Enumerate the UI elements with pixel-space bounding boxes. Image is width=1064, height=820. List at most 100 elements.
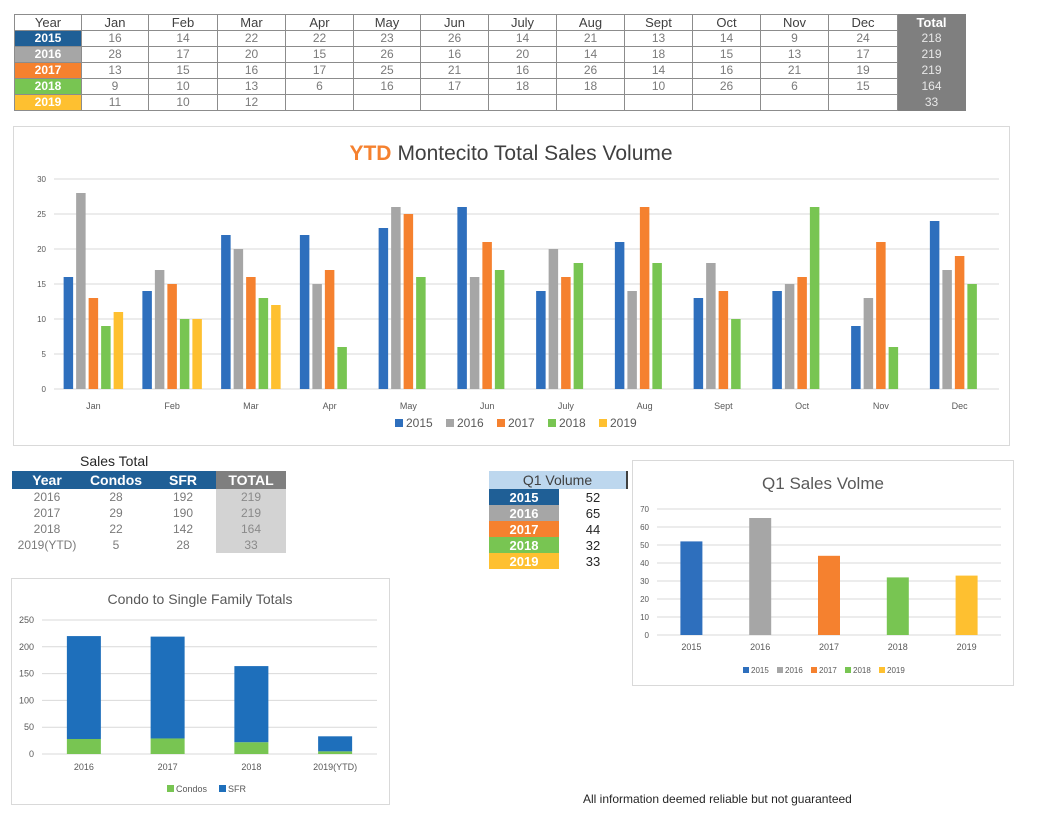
monthly-sales-chart: YTD Montecito Total Sales Volume 0 5 10 15 20 2… (37, 142, 999, 430)
value-cell: 18 (556, 78, 625, 95)
value-cell (692, 94, 761, 111)
sales-cell: 5 (112, 538, 120, 552)
y-tick-label: 50 (24, 722, 34, 732)
value-cell: 26 (420, 30, 489, 47)
bar-2017-aug (639, 207, 650, 389)
legend-swatch (446, 419, 454, 427)
bar-2018-july (573, 263, 584, 389)
value-cell: 10 (624, 78, 693, 95)
y-tick-label: 0 (645, 631, 650, 640)
bar-2016-nov (863, 298, 874, 389)
table-row: 2016 28 192 219 (12, 489, 286, 505)
total-cell: 33 (897, 94, 966, 111)
table-row: 2015 16 14 22 22 23 26 14 21 13 14 9 24 218 (14, 30, 966, 47)
x-tick-label: 2015 (681, 642, 701, 652)
legend-label: 2018 (559, 416, 586, 430)
bar-2015-nov (851, 326, 861, 389)
header-may: May (353, 14, 421, 31)
sales-cell: 219 (216, 489, 286, 505)
value-cell: 12 (217, 94, 286, 111)
value-cell: 14 (556, 46, 625, 63)
bar-2017-oct (797, 277, 807, 389)
y-tick-label: 150 (19, 669, 34, 679)
x-tick-label: 2016 (750, 642, 770, 652)
header-feb: Feb (148, 14, 218, 31)
y-tick-label: 20 (37, 245, 46, 254)
value-cell: 10 (148, 78, 218, 95)
bar-2017-mar (246, 277, 256, 389)
legend-swatch (599, 419, 607, 427)
q1-volume-table: Q1 Volume 2015 52 2016 65 2017 44 2018 32 2019 33 (489, 471, 628, 569)
value-cell: 20 (488, 46, 557, 63)
x-tick-label: 2018 (241, 762, 261, 772)
bar-2016-dec (942, 270, 952, 389)
value-cell: 15 (828, 78, 898, 95)
sales-cell: 29 (109, 506, 123, 520)
total-cell: 219 (897, 46, 966, 63)
y-tick-label: 70 (640, 505, 649, 514)
table-row: 2018 22 142 164 (12, 521, 286, 537)
bar-sfr-0 (66, 636, 101, 739)
sales-header-condos: Condos (82, 471, 150, 489)
legend-label: 2019 (887, 666, 905, 675)
value-cell: 13 (217, 78, 286, 95)
y-tick-label: 30 (37, 175, 46, 184)
sales-cell: 190 (172, 506, 194, 520)
legend-swatch (395, 419, 403, 427)
bar-2018-jun (494, 270, 505, 389)
bar-2017-dec (954, 256, 965, 389)
value-cell: 6 (285, 78, 354, 95)
condo-chart-panel: Condo to Single Family Totals 0 50 100 150 20… (11, 578, 390, 805)
bar-2016-feb (154, 270, 165, 389)
legend-swatch (548, 419, 556, 427)
y-tick-label: 20 (640, 595, 649, 604)
y-tick-label: 5 (42, 350, 47, 359)
x-tick-label: May (400, 401, 418, 411)
value-cell: 18 (624, 46, 693, 63)
q1-year-cell: 2015 (489, 489, 559, 505)
bar-2019-jan (113, 312, 124, 389)
q1-year-cell: 2019 (489, 553, 559, 569)
value-cell: 16 (217, 62, 286, 79)
bar-2019-mar (271, 305, 281, 389)
value-cell (760, 94, 829, 111)
bar-2018-feb (179, 319, 190, 389)
header-jun: Jun (420, 14, 489, 31)
sales-total-title: Sales Total (80, 453, 149, 469)
bar-2017-sept (718, 291, 729, 389)
q1-year-cell: 2017 (489, 521, 559, 537)
value-cell (285, 94, 354, 111)
value-cell: 24 (828, 30, 898, 47)
x-tick-label: Aug (637, 401, 653, 411)
y-tick-label: 25 (37, 210, 46, 219)
x-tick-label: 2017 (158, 762, 178, 772)
table-row: 2017 29 190 219 (12, 505, 286, 521)
legend-label: 2017 (819, 666, 837, 675)
y-tick-label: 0 (29, 749, 34, 759)
monthly-table-header: Year Jan Feb Mar Apr May Jun July Aug Sept Oct Nov D… (14, 14, 966, 31)
bar-2018-aug (652, 263, 662, 389)
bar-sfr-3 (318, 736, 353, 752)
value-cell: 13 (81, 62, 149, 79)
bar-2017-may (403, 214, 414, 389)
y-tick-label: 60 (640, 523, 649, 532)
x-tick-label: Feb (164, 401, 180, 411)
x-tick-label: 2019 (957, 642, 977, 652)
value-cell: 9 (760, 30, 829, 47)
legend-swatch (845, 667, 851, 673)
disclaimer-text: All information deemed reliable but not … (583, 792, 852, 806)
legend-label: 2019 (610, 416, 637, 430)
legend-label: SFR (228, 784, 247, 794)
x-tick-label: Jun (480, 401, 495, 411)
x-tick-label: 2016 (74, 762, 94, 772)
bar-condos-2 (234, 742, 269, 754)
value-cell: 21 (420, 62, 489, 79)
bar-2015-sept (693, 298, 704, 389)
bar-sfr-1 (150, 636, 185, 739)
value-cell: 13 (760, 46, 829, 63)
bar-2018-may (416, 277, 426, 389)
bar-2018-oct (809, 207, 820, 389)
x-tick-label: 2017 (819, 642, 839, 652)
legend-swatch (219, 785, 226, 792)
bar-condos-1 (150, 738, 185, 754)
